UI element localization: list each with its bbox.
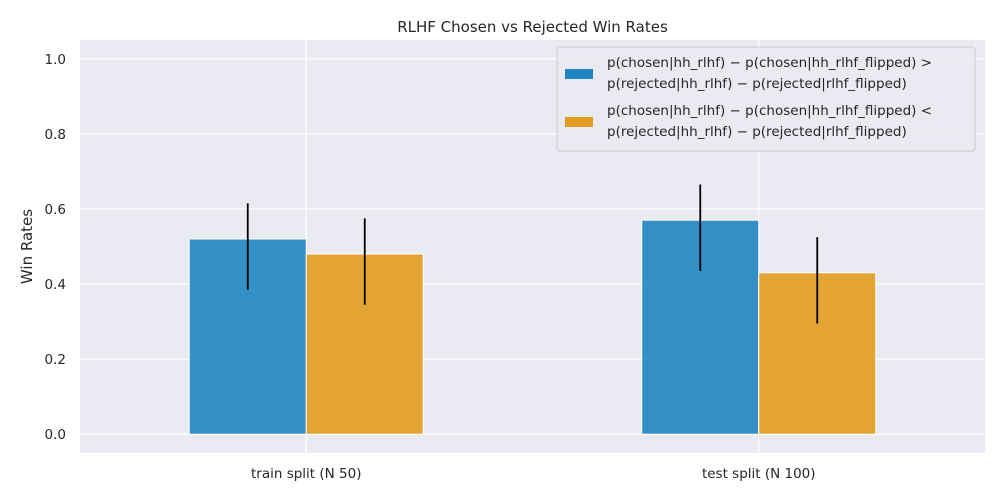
legend-label-series-2-line-2: p(rejected|hh_rlhf) − p(rejected|rlhf_fl… [607,124,907,140]
legend: p(chosen|hh_rlhf) − p(chosen|hh_rlhf_fli… [556,46,976,152]
legend-box [556,46,976,152]
x-axis-ticks: train split (N 50) test split (N 100) [251,466,816,482]
legend-swatch-series-2 [565,117,593,127]
chart-title: RLHF Chosen vs Rejected Win Rates [397,18,668,36]
bars [188,219,877,435]
error-bars [246,184,819,324]
y-axis-ticks: 0.0 0.2 0.4 0.6 0.8 1.0 [45,52,66,443]
legend-label-series-1-line-2: p(rejected|hh_rlhf) − p(rejected|rlhf_fl… [607,76,907,92]
y-axis-label: Win Rates [18,209,36,284]
y-tick-label-3: 0.6 [45,202,66,218]
legend-label-series-2-line-1: p(chosen|hh_rlhf) − p(chosen|hh_rlhf_fli… [607,103,932,119]
x-tick-label-0: train split (N 50) [251,466,362,482]
y-tick-label-0: 0.0 [45,427,66,443]
x-tick-label-1: test split (N 100) [702,466,816,482]
y-tick-label-4: 0.8 [45,127,66,143]
y-tick-label-5: 1.0 [45,52,66,68]
y-tick-label-2: 0.4 [45,277,66,293]
legend-swatch-series-1 [565,69,593,79]
y-tick-label-1: 0.2 [45,352,66,368]
legend-label-series-1-line-1: p(chosen|hh_rlhf) − p(chosen|hh_rlhf_fli… [607,55,932,71]
